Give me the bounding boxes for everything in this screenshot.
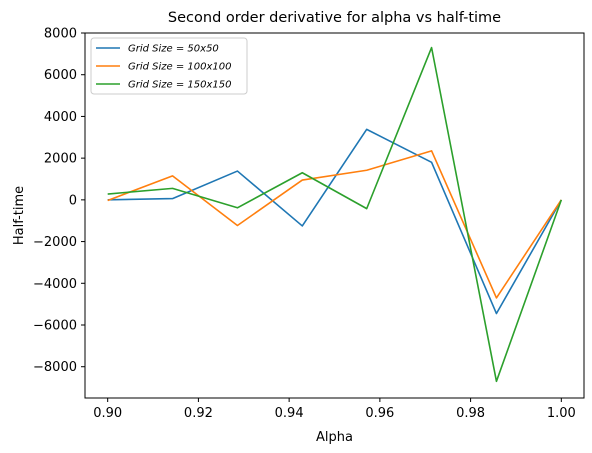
legend: Grid Size = 50x50 Grid Size = 100x100 Grid…: [90, 37, 248, 95]
x-tick-label: 0.96: [365, 406, 394, 421]
y-tick-label: −8000: [33, 360, 77, 375]
x-tick-label: 0.90: [93, 406, 122, 421]
y-axis: −8000 −6000 −4000 −2000 0 2000 4000 6000 8000: [33, 27, 85, 375]
y-tick-label: −4000: [33, 277, 77, 292]
y-tick-label: 4000: [44, 110, 77, 125]
y-tick-label: 6000: [44, 68, 77, 83]
y-tick-label: 8000: [44, 27, 77, 42]
y-tick-label: −6000: [33, 319, 77, 334]
y-tick-label: 0: [69, 193, 77, 208]
series-line-1: [107, 128, 563, 315]
legend-label-3: Grid Size = 150x150: [128, 80, 232, 91]
series-layer: [107, 46, 563, 383]
y-axis-label: Half-time: [12, 186, 27, 245]
plot-frame: [84, 32, 585, 399]
x-tick-label: 0.98: [456, 406, 485, 421]
series-line-2: [107, 150, 562, 299]
x-tick-label: 0.94: [275, 406, 304, 421]
x-axis-label: Alpha: [316, 430, 353, 445]
series-line-3: [107, 46, 563, 383]
x-tick-label: 0.92: [184, 406, 213, 421]
legend-label-1: Grid Size = 50x50: [128, 44, 219, 55]
x-axis: 0.90 0.92 0.94 0.96 0.98 1.00: [93, 398, 576, 421]
legend-box: [90, 37, 248, 95]
x-tick-label: 1.00: [547, 406, 576, 421]
y-tick-label: 2000: [44, 152, 77, 167]
y-tick-label: −2000: [33, 235, 77, 250]
legend-label-2: Grid Size = 100x100: [128, 62, 232, 73]
chart-title: Second order derivative for alpha vs hal…: [168, 10, 501, 26]
